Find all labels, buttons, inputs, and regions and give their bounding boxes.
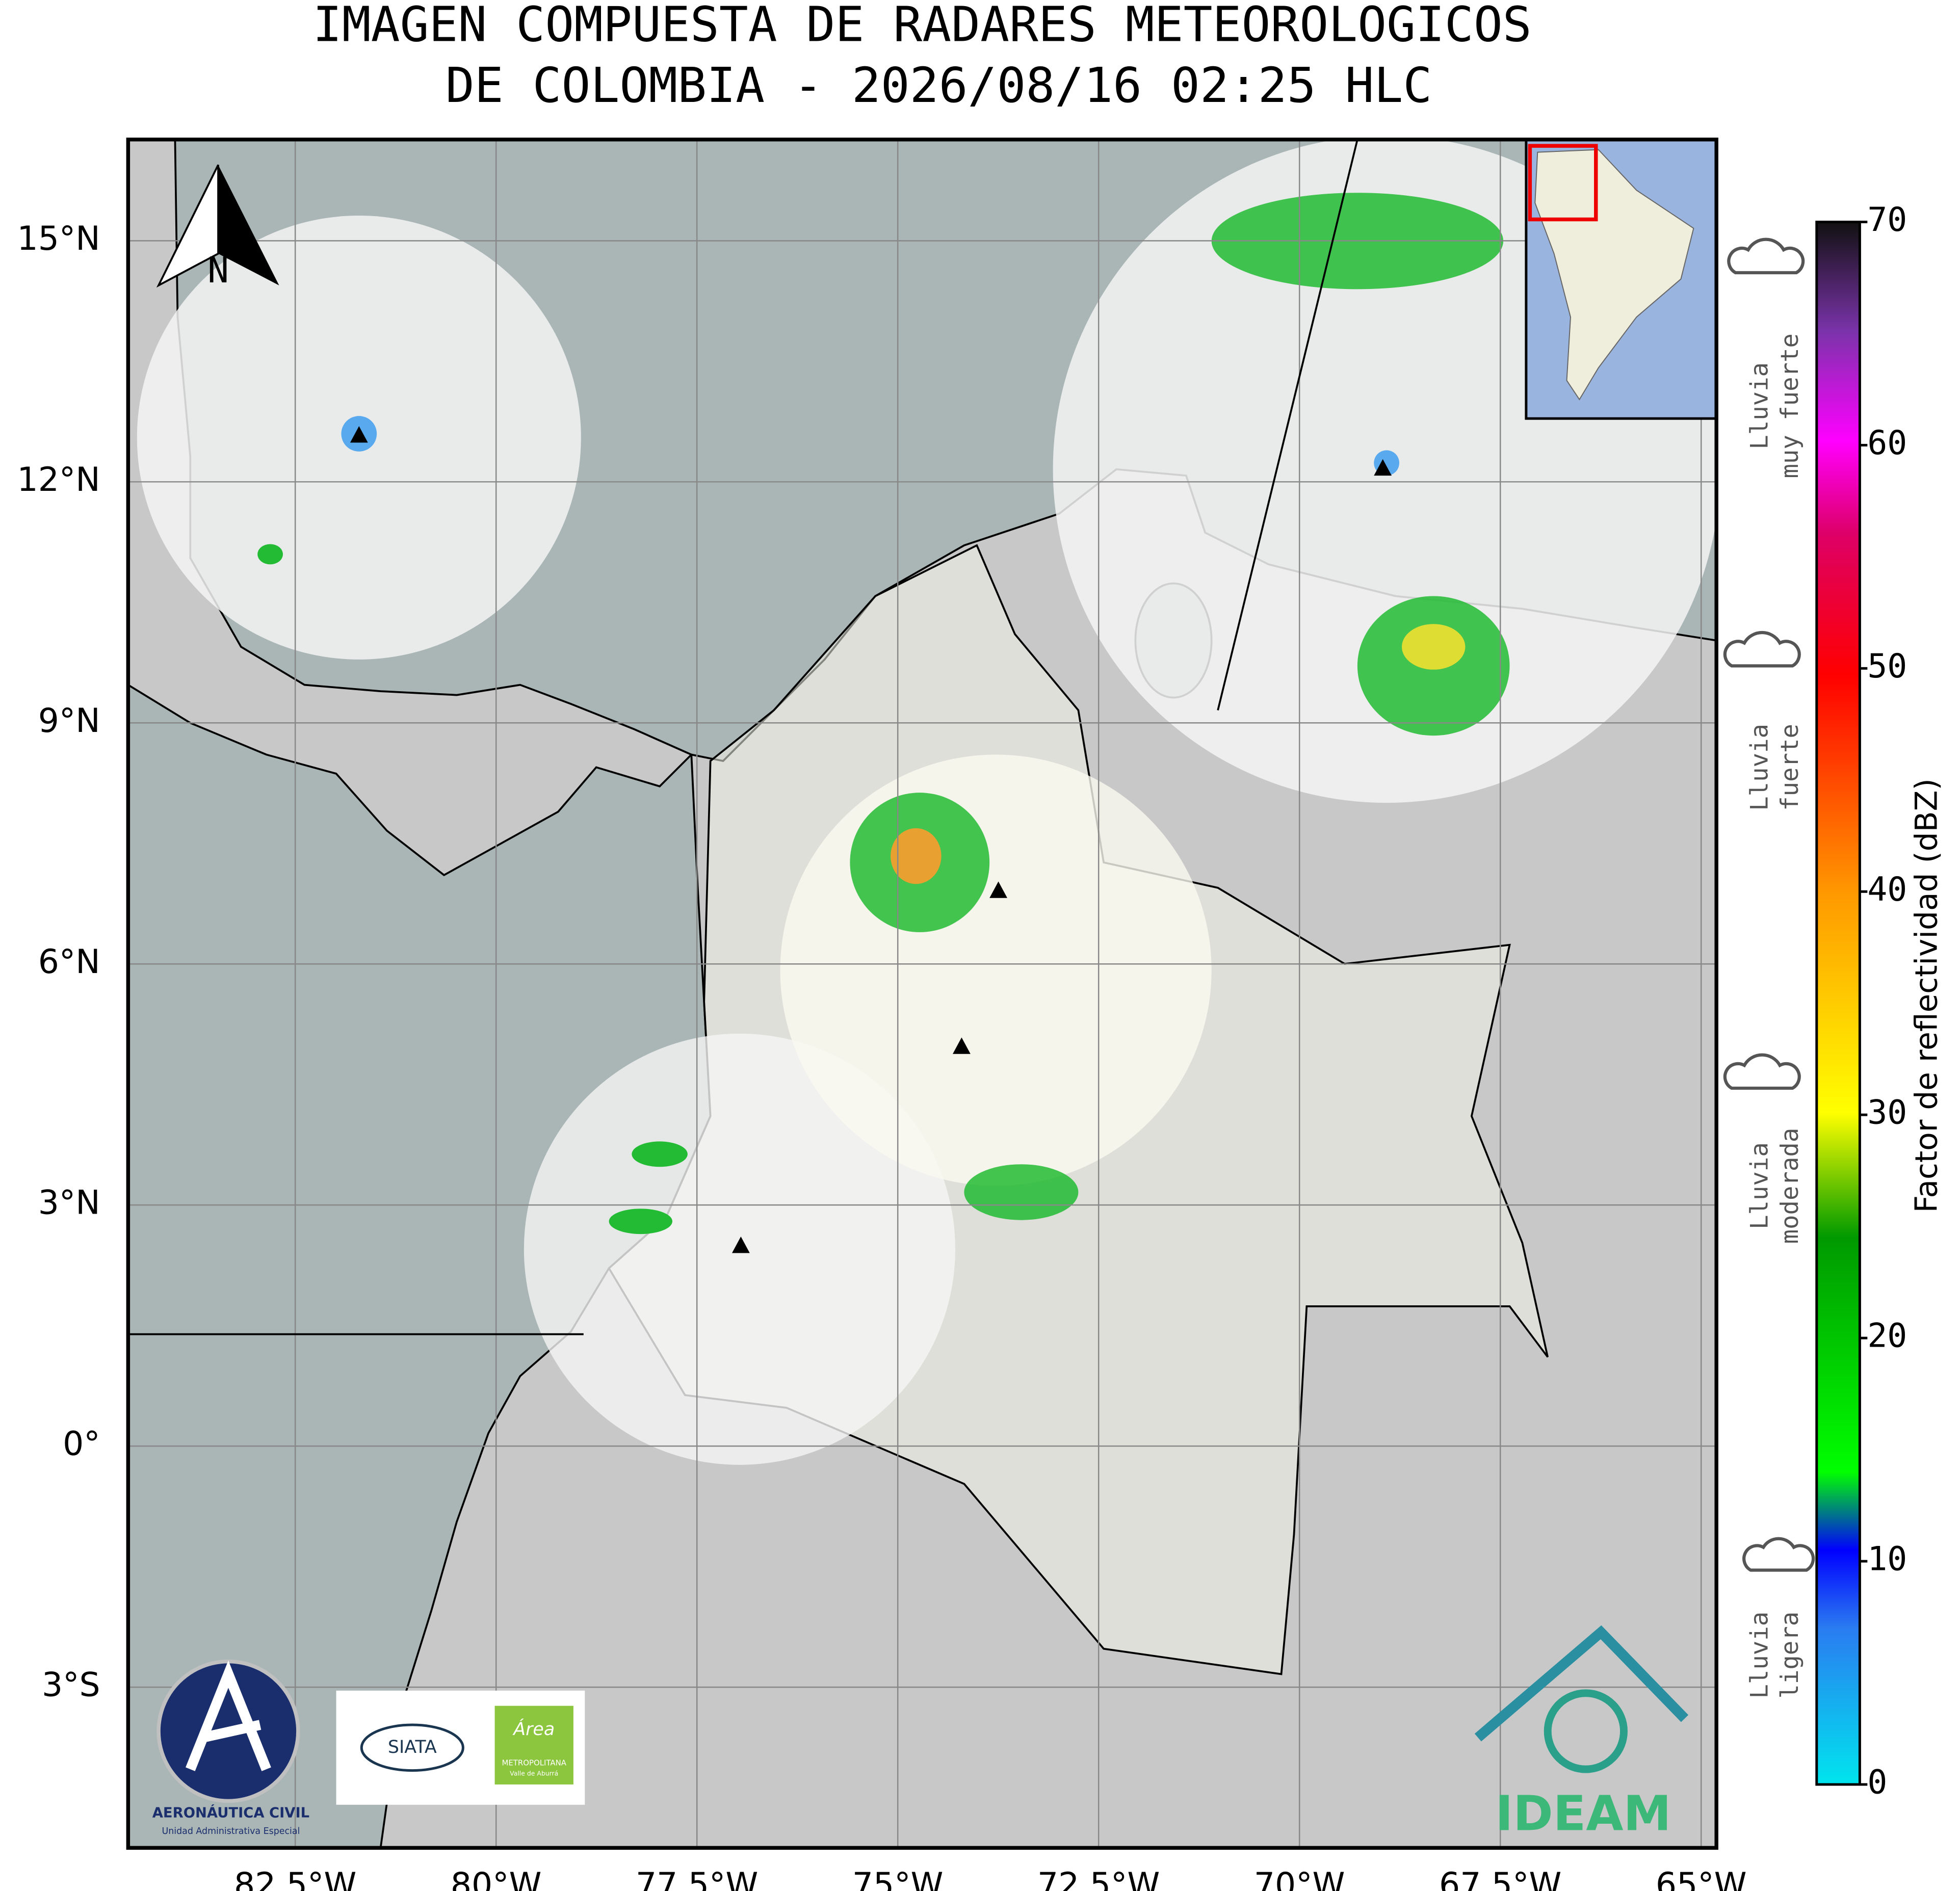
rain-label: moderada (1776, 1128, 1804, 1244)
rain-label: Lluvia (1745, 1142, 1773, 1229)
lon-tick-label: 70°W (1254, 1866, 1345, 1891)
lon-tick-label: 75°W (852, 1866, 944, 1891)
lat-tick-label: 12°N (17, 461, 100, 499)
lon-tick-label: 77.5°W (636, 1866, 758, 1891)
lon-tick-label: 65°W (1656, 1866, 1747, 1891)
rain-label: fuerte (1776, 724, 1804, 811)
colorbar-tick-label: 60 (1867, 424, 1907, 462)
lat-tick-label: 15°N (17, 220, 100, 258)
logo-text: Unidad Administrativa Especial (162, 1826, 300, 1836)
lon-tick-label: 82.5°W (234, 1866, 356, 1891)
logo-text: AERONÁUTICA CIVIL (152, 1805, 309, 1821)
rain-label: Lluvia (1745, 1612, 1773, 1699)
radar-coverage (780, 754, 1212, 1186)
lat-tick-label: 0° (63, 1425, 100, 1463)
title-line: IMAGEN COMPUESTA DE RADARES METEOROLOGIC… (313, 0, 1532, 53)
colorbar-tick-label: 20 (1867, 1317, 1907, 1355)
colorbar-tick-label: 0 (1867, 1764, 1887, 1802)
logo-text: Valle de Aburrá (510, 1770, 558, 1777)
map-frame (126, 137, 1718, 1850)
north-label: N (207, 250, 229, 291)
rain-label: muy fuerte (1776, 333, 1804, 479)
logo-text: METROPOLITANA (502, 1758, 566, 1768)
graticule (128, 139, 1717, 1848)
lat-tick-label: 3°N (38, 1184, 100, 1222)
title-line: DE COLOMBIA - 2026/08/16 02:25 HLC (446, 58, 1432, 114)
lat-tick-label: 6°N (38, 943, 100, 981)
lat-tick-label: 3°S (42, 1666, 100, 1704)
lon-tick-label: 72.5°W (1037, 1866, 1160, 1891)
colorbar-ticks: 0 10 20 30 40 50 60 70 (1860, 201, 1907, 1802)
boundary (1217, 139, 1358, 711)
rain-label: Lluvia (1745, 724, 1773, 811)
inset-map (1525, 139, 1717, 420)
colorbar (1815, 220, 1861, 1786)
rain-legend: Lluvia muy fuerte Lluvia fuerte Lluvia m… (1723, 238, 1815, 1699)
colorbar-tick-label: 30 (1867, 1094, 1907, 1132)
lon-tick-label: 67.5°W (1439, 1866, 1561, 1891)
axis-labels: 82.5°W 80°W 77.5°W 75°W 72.5°W 70°W 67.5°W 65°W… (17, 220, 1747, 1891)
logo-text: SIATA (388, 1737, 437, 1757)
radar-sites (350, 426, 1392, 1253)
rain-label: Lluvia (1745, 362, 1773, 450)
lat-tick-label: 9°N (38, 702, 100, 740)
logo-aerocivil: AERONÁUTICA CIVIL Unidad Administrativa … (152, 1659, 309, 1836)
colorbar-label: Factor de reflectividad (dBZ) (1909, 778, 1944, 1213)
colorbar-tick-label: 70 (1867, 201, 1907, 239)
logo-text: Área (512, 1718, 555, 1740)
map-area: N AERONÁUTICA CIVIL Unidad Administrativ… (128, 139, 1717, 1848)
rain-label: ligera (1776, 1612, 1804, 1699)
logo-ideam: IDEAM (1474, 1625, 1689, 1842)
colorbar-tick-label: 10 (1867, 1540, 1907, 1579)
logo-text: IDEAM (1495, 1786, 1671, 1842)
colorbar-tick-label: 40 (1867, 871, 1907, 909)
lon-tick-label: 80°W (451, 1866, 542, 1891)
logo-siata-area: SIATA Área METROPOLITANA Valle de Aburrá (336, 1690, 585, 1805)
colorbar-tick-label: 50 (1867, 647, 1907, 686)
